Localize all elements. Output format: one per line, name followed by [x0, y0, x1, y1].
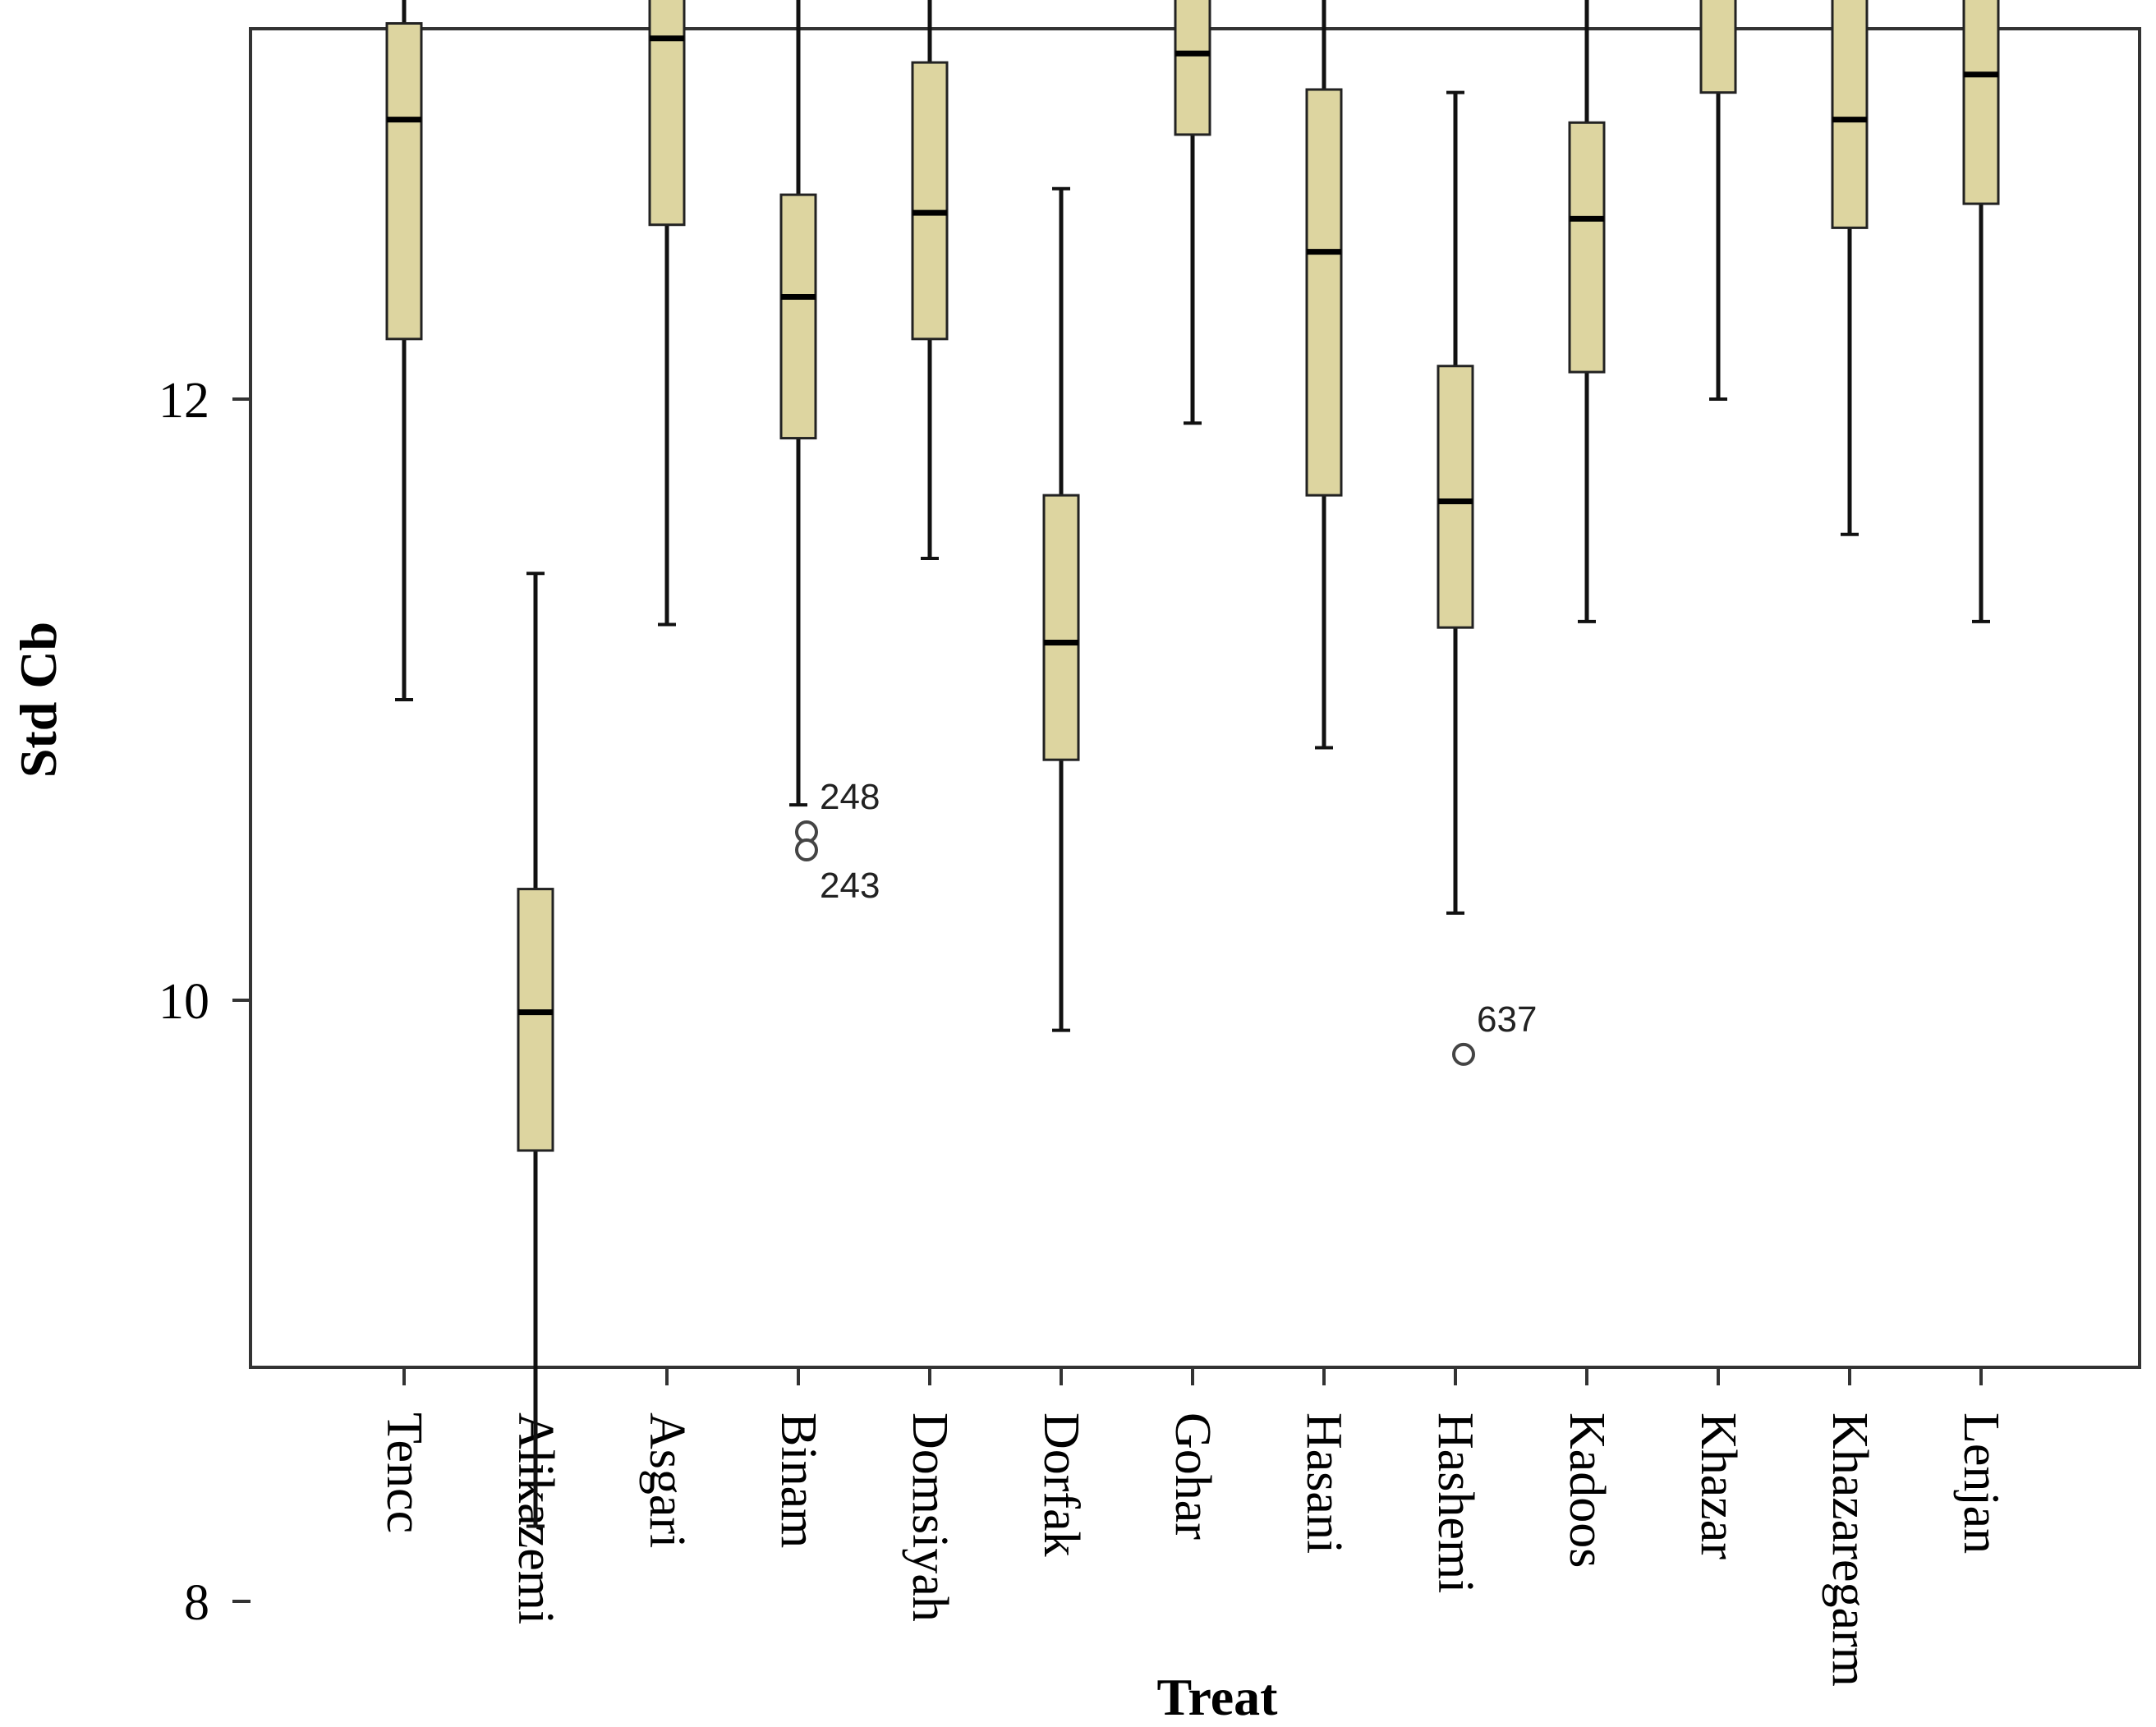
outlier-label: 637 [1477, 999, 1537, 1040]
y-tick-label: 10 [159, 974, 209, 1030]
x-category-label: Binam [770, 1412, 826, 1548]
x-category-label: Hashemi [1427, 1412, 1483, 1593]
box-dorfak [1042, 186, 1080, 1032]
x-category-label: Hasani [1296, 1412, 1352, 1554]
x-category-label: Kadoos [1559, 1412, 1615, 1568]
iqr-box [1962, 0, 2000, 205]
box-asgari [648, 0, 686, 627]
y-axis: 810121416 [159, 373, 251, 1631]
box-alikazemi [517, 572, 554, 1528]
iqr-box [1831, 0, 1869, 229]
y-tick-label: 8 [184, 1575, 209, 1631]
plot-frame [249, 27, 2141, 1369]
x-axis: Tencc Alikazemi Asgari Binam Domsiyah Dorfak G… [376, 1367, 2009, 1687]
box-khazaregarm [1831, 0, 1869, 536]
x-category-label: Asgari [639, 1412, 695, 1548]
x-axis-title: Treat [1157, 1668, 1279, 1726]
box-hashemi [1437, 90, 1474, 915]
box-khazar [1699, 0, 1737, 401]
y-axis-title: Std Cb [9, 622, 67, 778]
iqr-box [517, 888, 554, 1152]
box-group [385, 0, 2000, 1528]
iqr-box [1699, 0, 1737, 94]
iqr-box [911, 61, 949, 341]
box-gohar [1174, 0, 1211, 425]
y-tick-label: 12 [159, 373, 209, 429]
iqr-box [1042, 494, 1080, 761]
iqr-box [1568, 121, 1606, 374]
iqr-box [648, 0, 686, 227]
x-category-label: Khazar [1690, 1412, 1746, 1559]
outlier-point [1452, 1042, 1475, 1066]
x-category-label: Domsiyah [902, 1412, 958, 1622]
box-lenjan [1962, 0, 2000, 623]
iqr-box [1174, 0, 1211, 136]
outlier-label: 248 [820, 777, 880, 817]
x-category-label: Dorfak [1033, 1412, 1089, 1557]
iqr-box [779, 193, 817, 440]
x-category-label: Tencc [376, 1412, 432, 1533]
iqr-box [1437, 365, 1474, 629]
outlier-group: 310248243637 [795, 777, 1537, 1066]
outlier-label: 243 [820, 866, 880, 906]
x-category-label: Gohar [1165, 1412, 1221, 1540]
iqr-box [1305, 88, 1343, 497]
x-category-label: Khazaregarm [1822, 1412, 1878, 1687]
iqr-box [385, 22, 423, 341]
box-domsiyah [911, 0, 949, 560]
x-category-label: Lenjan [1953, 1412, 2009, 1554]
box-binam [779, 0, 817, 807]
box-tencc [385, 0, 423, 701]
box-hasani [1305, 0, 1343, 750]
outlier-point [795, 838, 818, 861]
box-kadoos [1568, 0, 1606, 623]
